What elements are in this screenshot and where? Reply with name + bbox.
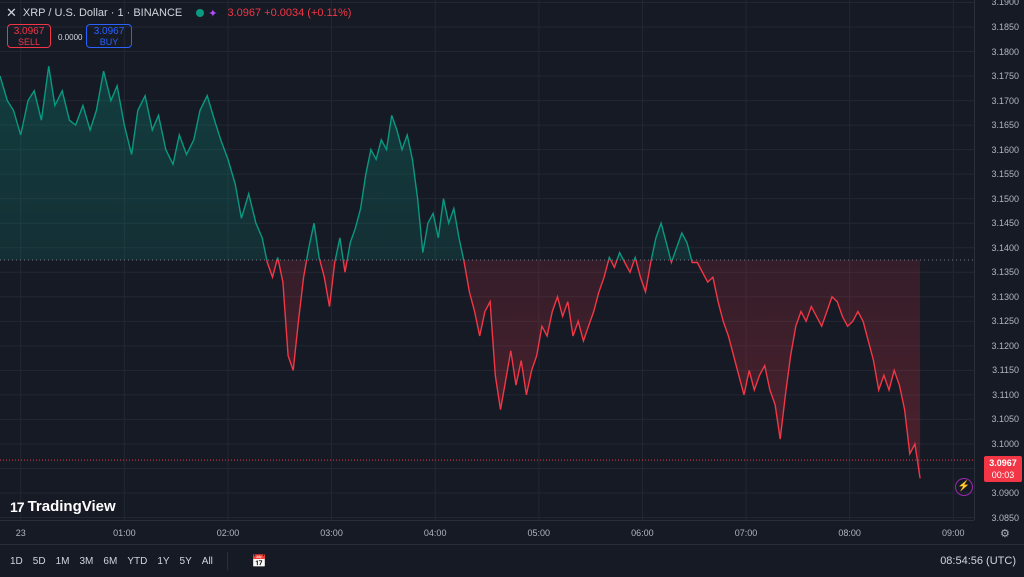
price-tick-label: 3.1750 — [991, 71, 1019, 82]
time-tick-label: 23 — [15, 528, 26, 538]
range-6m[interactable]: 6M — [103, 555, 118, 567]
area-fill-below-baseline — [0, 260, 921, 479]
logo-text: TradingView — [27, 498, 116, 515]
range-1m[interactable]: 1M — [55, 555, 70, 567]
price-tick-label: 3.1250 — [991, 316, 1019, 327]
calendar-icon[interactable]: 📅 — [251, 554, 267, 568]
price-tick-label: 3.1600 — [991, 144, 1019, 155]
price-chart[interactable] — [0, 0, 974, 520]
toolbar-divider — [226, 552, 228, 570]
current-price-label: 3.0967 00:03 — [984, 456, 1022, 482]
price-tick-label: 3.0900 — [991, 488, 1019, 499]
price-axis[interactable]: 3.1900 3.1850 3.1800 3.1750 3.1700 3.1650 3.16… — [974, 0, 1024, 523]
tradingview-logo-icon: 17 — [10, 498, 25, 515]
price-tick-label: 3.1700 — [991, 95, 1019, 106]
price-line-down — [266, 260, 921, 479]
price-tick-label: 3.1500 — [991, 193, 1019, 204]
range-all[interactable]: All — [201, 555, 213, 567]
sell-button[interactable]: 3.0967 SELL — [7, 24, 51, 48]
gear-icon[interactable]: ⚙ — [1000, 528, 1010, 540]
symbol-legend: ✕ XRP / U.S. Dollar · 1 · BINANCE ✦ 3.09… — [6, 5, 351, 21]
symbol-title[interactable]: XRP / U.S. Dollar · 1 · BINANCE — [22, 7, 183, 19]
time-tick-label: 03:00 — [320, 528, 343, 538]
price-tick-label: 3.1200 — [991, 340, 1019, 351]
price-tick-label: 3.1100 — [992, 389, 1019, 400]
price-tick-label: 3.1300 — [991, 291, 1019, 302]
spread-value: 0.0000 — [58, 33, 83, 42]
time-tick-label: 05:00 — [527, 528, 551, 538]
range-1y[interactable]: 1Y — [157, 555, 170, 567]
price-tick-label: 3.1400 — [991, 242, 1019, 253]
time-axis[interactable]: 23 01:00 02:00 03:00 04:00 05:00 06:00 07:00 08:… — [0, 520, 974, 545]
time-tick-label: 02:00 — [216, 528, 240, 538]
share-icon[interactable]: ✦ — [208, 7, 218, 20]
time-tick-label: 06:00 — [631, 528, 654, 538]
price-tick-label: 3.1000 — [991, 438, 1019, 449]
range-ytd[interactable]: YTD — [127, 555, 148, 567]
price-tick-label: 3.1150 — [992, 365, 1019, 376]
price-tick-label: 3.1850 — [991, 21, 1019, 32]
range-5y[interactable]: 5Y — [179, 555, 192, 567]
time-tick-label: 09:00 — [942, 528, 965, 538]
market-status-icon — [196, 9, 205, 17]
price-tick-label: 3.0850 — [991, 512, 1019, 523]
utc-clock[interactable]: 08:54:56 (UTC) — [940, 555, 1016, 567]
buy-price: 3.0967 — [93, 26, 125, 37]
buy-button[interactable]: 3.0967 BUY — [86, 24, 132, 48]
price-tick-label: 3.1550 — [991, 169, 1019, 180]
price-tick-label: 3.1350 — [991, 267, 1019, 278]
price-line-up — [0, 66, 693, 260]
price-tick-label: 3.1800 — [991, 46, 1019, 57]
chart-area[interactable] — [0, 0, 974, 520]
time-tick-label: 08:00 — [838, 528, 861, 538]
price-tick-label: 3.1650 — [991, 120, 1019, 131]
range-3m[interactable]: 3M — [79, 555, 94, 567]
price-tick-label: 3.1450 — [991, 218, 1019, 229]
area-fill-above-baseline — [0, 66, 921, 260]
buy-label: BUY — [99, 37, 119, 47]
range-1d[interactable]: 1D — [10, 555, 23, 567]
last-price-change: 3.0967 +0.0034 (+0.11%) — [227, 7, 352, 19]
close-icon[interactable]: ✕ — [6, 5, 17, 20]
range-5d[interactable]: 5D — [32, 555, 46, 567]
bottom-toolbar: 1D 5D 1M 3M 6M YTD 1Y 5Y All 📅 08:54:56 … — [0, 544, 1024, 577]
price-tick-label: 3.1900 — [991, 0, 1019, 8]
price-tick-label: 3.1050 — [991, 414, 1019, 425]
time-tick-label: 07:00 — [734, 528, 758, 538]
bar-countdown: 00:03 — [991, 470, 1015, 480]
current-price: 3.0967 — [989, 458, 1017, 468]
flash-icon[interactable]: ⚡ — [955, 478, 973, 496]
sell-price: 3.0967 — [13, 26, 45, 37]
time-tick-label: 01:00 — [113, 528, 136, 538]
time-tick-label: 04:00 — [423, 528, 447, 538]
tradingview-logo[interactable]: 17 TradingView — [10, 498, 116, 515]
sell-label: SELL — [17, 37, 41, 47]
